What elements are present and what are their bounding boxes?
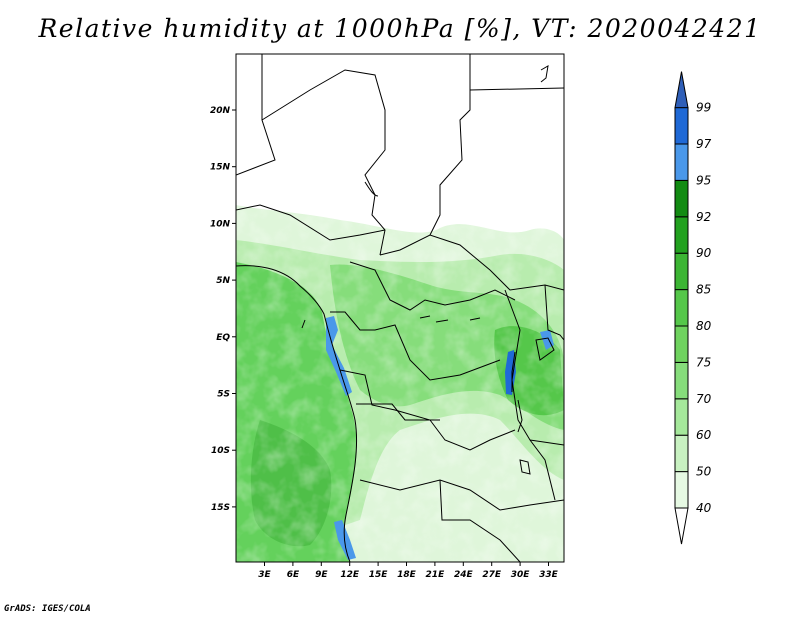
colorbar-label: 92 [696, 210, 711, 224]
lat-tick-label: 5S [217, 390, 230, 400]
chart-title: Relative humidity at 1000hPa [%], VT: 20… [38, 14, 762, 43]
colorbar-label: 40 [696, 501, 712, 515]
colorbar-legend: 40 50 60 70 75 80 85 90 92 95 97 99 [674, 71, 712, 545]
lat-tick-label: 5N [216, 276, 230, 286]
colorbar-segment [674, 398, 689, 436]
colorbar-label: 90 [696, 246, 712, 260]
lon-tick-label: 27E [482, 570, 502, 580]
colorbar-segment [674, 216, 689, 254]
colorbar-low-arrow [674, 507, 689, 545]
lon-tick-label: 3E [258, 570, 271, 580]
lon-tick-label: 12E [340, 570, 360, 580]
colorbar-segment [674, 361, 689, 400]
lon-tick-label: 30E [511, 570, 531, 580]
colorbar-segment [674, 434, 689, 473]
footer-credit: GrADS: IGES/COLA [4, 604, 91, 614]
colorbar-segment [674, 107, 689, 145]
high-humidity-ne [540, 330, 554, 350]
colorbar-high-arrow [674, 71, 689, 109]
colorbar-segment [674, 325, 689, 363]
colorbar-label: 99 [696, 101, 711, 115]
lon-tick-label: 33E [539, 570, 559, 580]
lon-tick-label: 15E [369, 570, 389, 580]
lon-tick-label: 21E [426, 570, 446, 580]
colorbar-label: 85 [696, 283, 711, 297]
lat-tick-label: 10S [211, 446, 230, 456]
lat-tick-label: 20N [210, 106, 231, 116]
country-borders [236, 54, 564, 562]
lat-tick-label: EQ [216, 333, 230, 343]
lon-tick-label: 24E [454, 570, 474, 580]
longitude-axis: 3E 6E 9E 12E 15E 18E 21E 24E 27E 30E 33E [258, 562, 559, 580]
colorbar-label: 70 [696, 392, 712, 406]
colorbar-label: 75 [696, 355, 711, 369]
map-frame [235, 53, 565, 563]
colorbar-label: 80 [696, 319, 712, 333]
colorbar-label: 60 [696, 428, 712, 442]
colorbar-label: 97 [696, 137, 712, 151]
colorbar-label: 95 [696, 173, 711, 187]
latitude-axis: 20N 15N 10N 5N EQ 5S 10S 15S [210, 106, 236, 513]
colorbar-segment [674, 289, 689, 327]
lon-tick-label: 18E [397, 570, 417, 580]
lon-tick-label: 6E [287, 570, 300, 580]
colorbar-segment [674, 252, 689, 291]
colorbar-segment [674, 179, 689, 218]
lon-tick-label: 9E [315, 570, 328, 580]
lat-tick-label: 15N [210, 163, 231, 173]
lat-tick-label: 15S [211, 503, 230, 513]
colorbar-segment [674, 471, 689, 509]
colorbar-segment [674, 143, 689, 181]
lat-tick-label: 10N [210, 219, 231, 229]
colorbar-label: 50 [696, 465, 712, 479]
high-humidity-coast [326, 316, 352, 396]
